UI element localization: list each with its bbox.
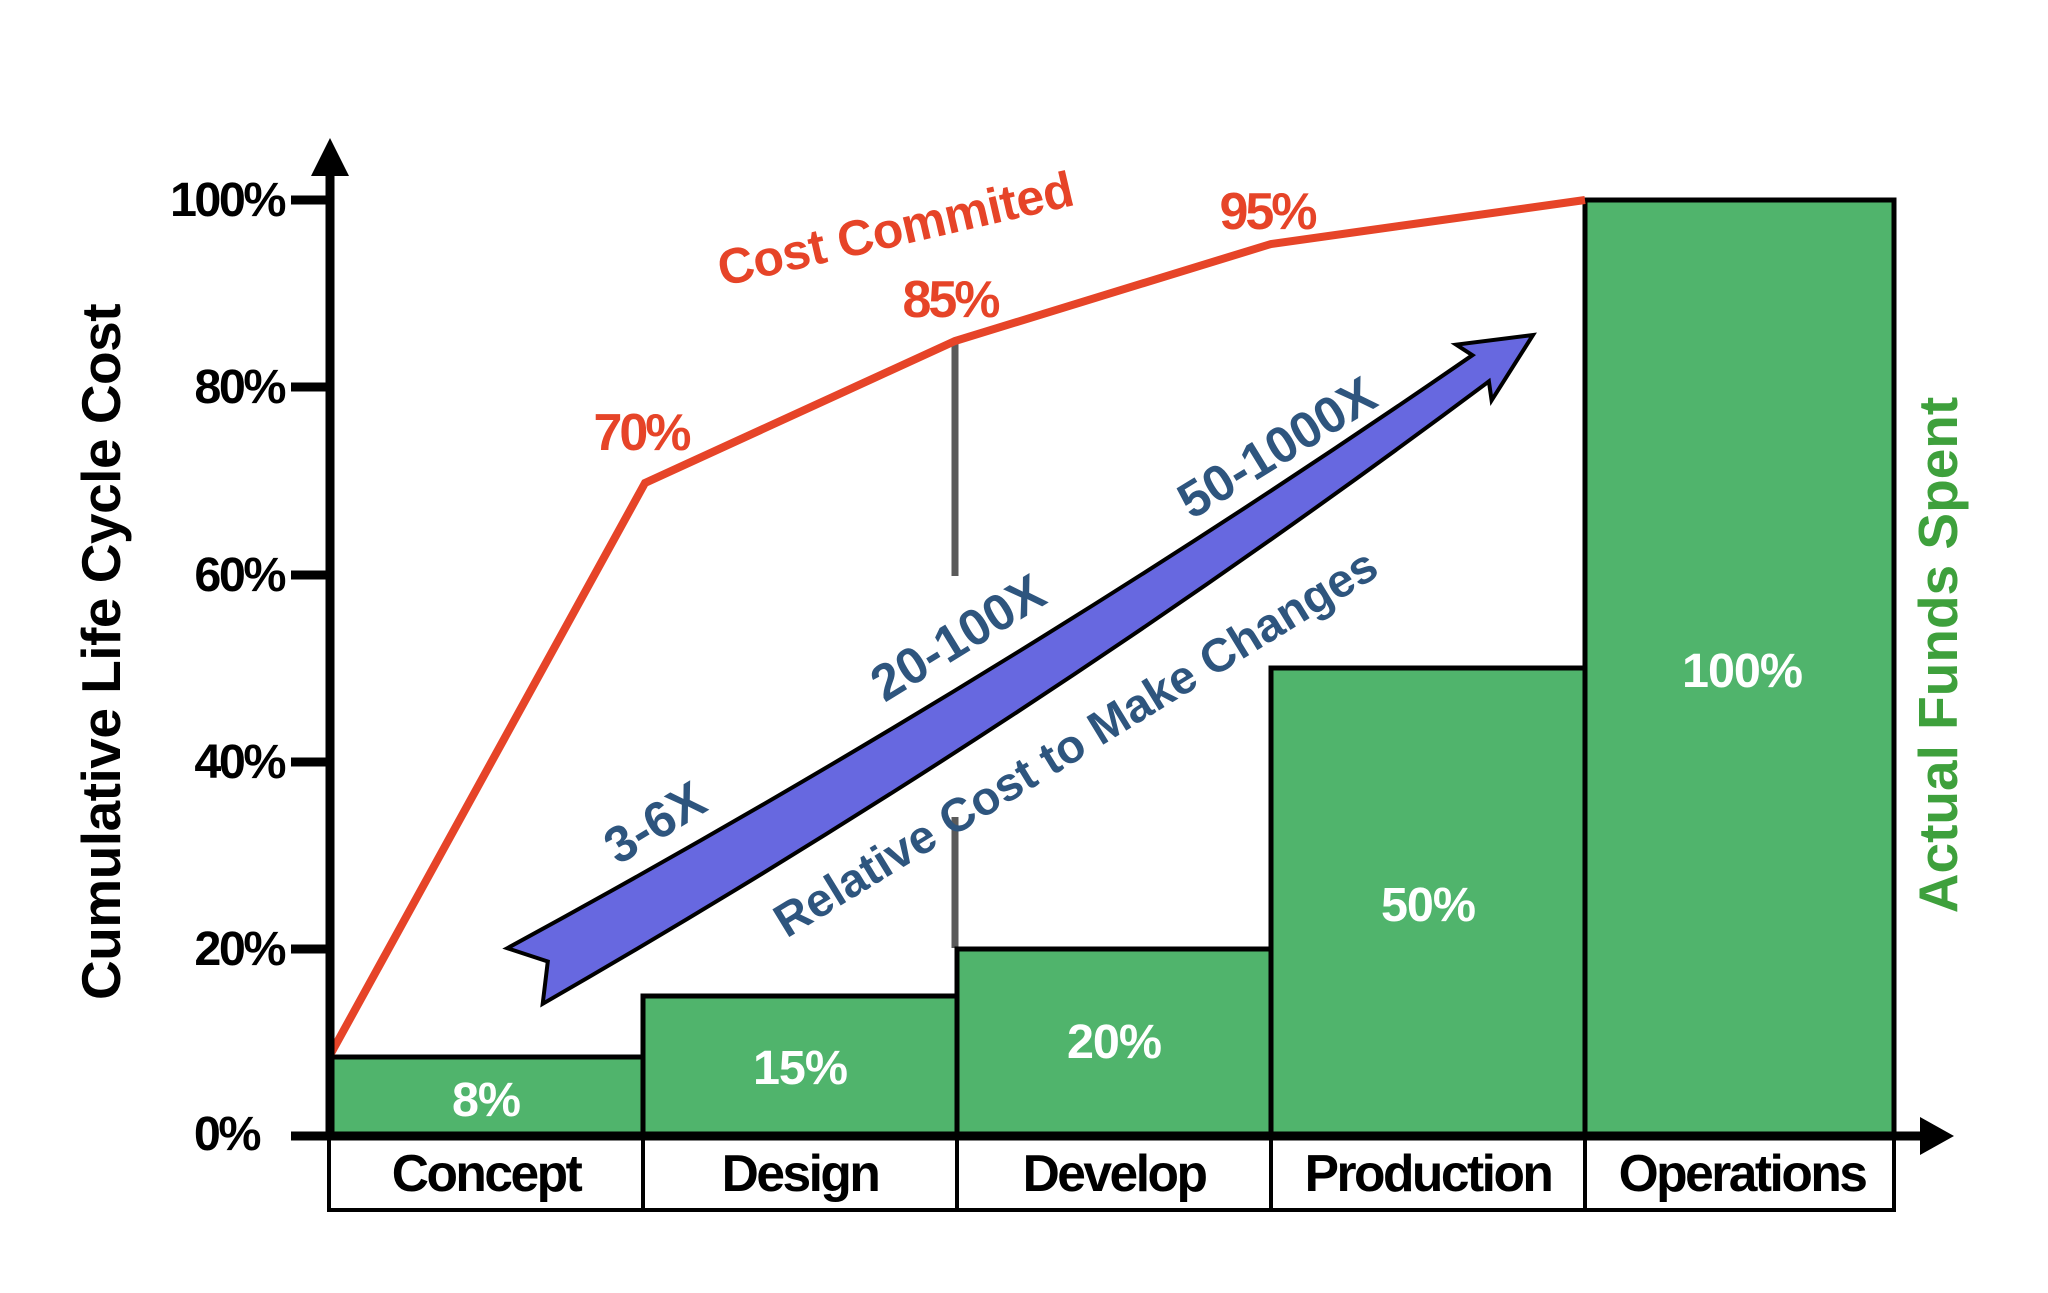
svg-text:20%: 20%: [1067, 1015, 1161, 1069]
svg-text:8%: 8%: [452, 1073, 520, 1127]
svg-text:80%: 80%: [194, 360, 285, 414]
svg-text:Design: Design: [722, 1144, 879, 1202]
svg-text:60%: 60%: [194, 548, 285, 602]
svg-text:100%: 100%: [170, 173, 285, 227]
svg-text:Production: Production: [1305, 1144, 1552, 1202]
svg-text:50%: 50%: [1381, 878, 1475, 932]
svg-text:20%: 20%: [194, 922, 285, 976]
svg-text:Actual Funds Spent: Actual Funds Spent: [1907, 397, 1969, 913]
svg-text:15%: 15%: [753, 1041, 847, 1095]
svg-text:Develop: Develop: [1023, 1144, 1207, 1202]
svg-text:100%: 100%: [1682, 644, 1802, 698]
svg-text:0%: 0%: [194, 1107, 260, 1161]
svg-text:95%: 95%: [1219, 183, 1316, 241]
svg-text:Concept: Concept: [392, 1144, 583, 1202]
svg-text:70%: 70%: [593, 404, 690, 462]
svg-text:Cumulative Life Cycle Cost: Cumulative Life Cycle Cost: [70, 304, 132, 1000]
svg-text:85%: 85%: [902, 271, 999, 329]
svg-text:40%: 40%: [194, 735, 285, 789]
svg-text:Operations: Operations: [1619, 1144, 1867, 1202]
